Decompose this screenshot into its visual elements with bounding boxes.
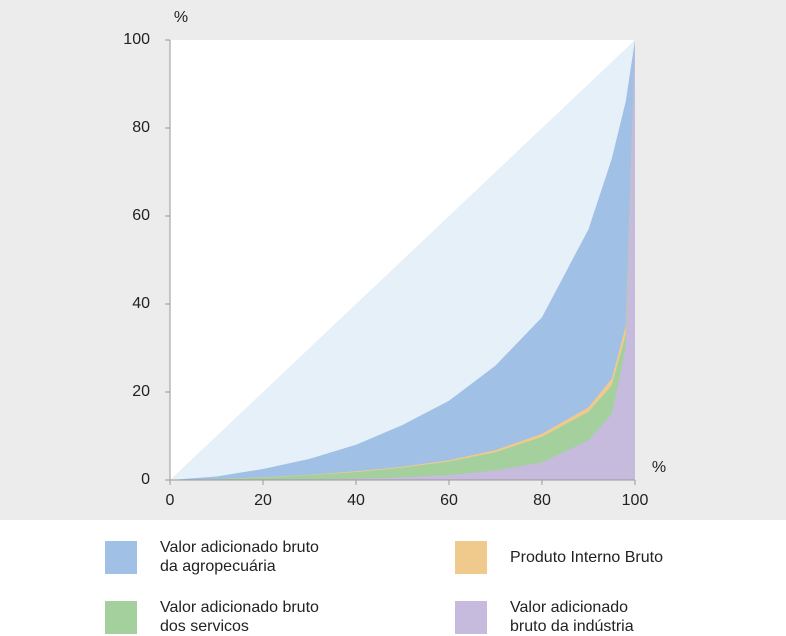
y-axis-label: % <box>174 9 188 26</box>
y-tick-label: 100 <box>123 31 150 48</box>
legend-swatch <box>105 540 137 574</box>
legend-swatch <box>455 540 487 574</box>
legend-label: Valor adicionado bruto da indústria <box>510 599 634 635</box>
x-tick-label: 0 <box>166 492 175 509</box>
legend: Valor adicionado bruto da agropecuária Pr… <box>105 538 745 636</box>
x-tick-label: 100 <box>622 492 649 509</box>
legend-label: Produto Interno Bruto <box>510 548 663 566</box>
legend-item: Produto Interno Bruto <box>455 538 745 576</box>
x-tick-label: 20 <box>254 492 272 509</box>
series-area <box>170 40 635 480</box>
legend-label: Valor adicionado bruto da agropecuária <box>160 539 319 575</box>
legend-item: Valor adicionado bruto dos servicos <box>105 598 455 636</box>
x-tick-label: 80 <box>533 492 551 509</box>
x-axis-label: % <box>652 459 666 476</box>
legend-swatch <box>105 600 137 634</box>
y-tick-label: 80 <box>132 119 150 136</box>
x-tick-label: 60 <box>440 492 458 509</box>
y-tick-label: 0 <box>141 471 150 488</box>
y-tick-label: 20 <box>132 383 150 400</box>
series-area <box>170 40 635 480</box>
y-tick-label: 60 <box>132 207 150 224</box>
x-tick-label: 40 <box>347 492 365 509</box>
legend-label: Valor adicionado bruto dos servicos <box>160 599 319 635</box>
legend-item: Valor adicionado bruto da indústria <box>455 598 745 636</box>
legend-item: Valor adicionado bruto da agropecuária <box>105 538 455 576</box>
legend-swatch <box>455 600 487 634</box>
y-tick-label: 40 <box>132 295 150 312</box>
